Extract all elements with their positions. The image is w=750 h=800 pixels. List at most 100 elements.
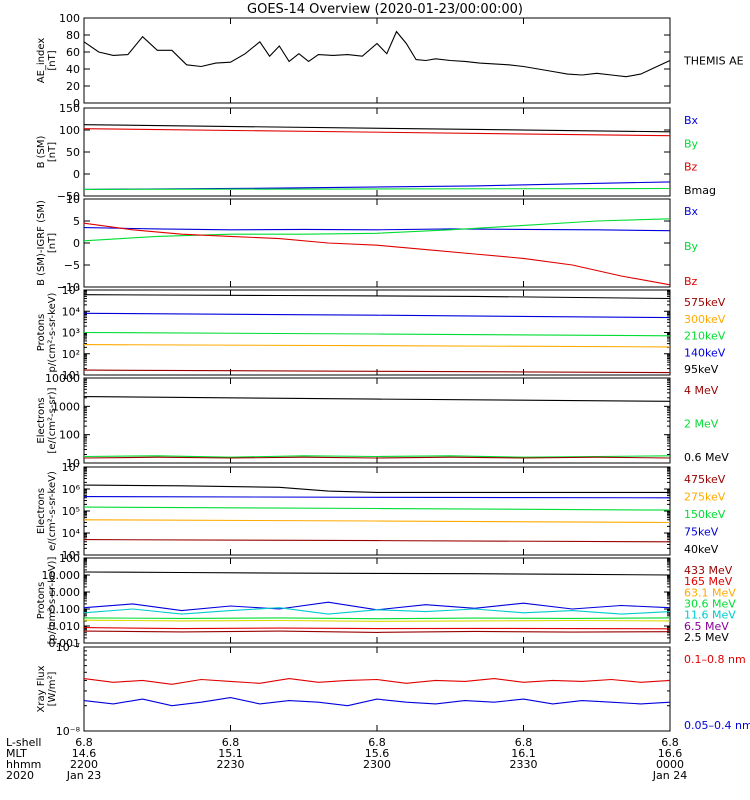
y-axis-label-line: [nT] xyxy=(47,142,58,162)
legend-label: 0.1–0.8 nm xyxy=(684,653,746,666)
legend-label: 140keV xyxy=(684,346,726,359)
x-tick-label-mlt: 15.1 xyxy=(218,747,243,760)
y-tick-label: 80 xyxy=(66,29,80,42)
series-line xyxy=(83,506,671,511)
y-tick-label: −50 xyxy=(57,190,80,203)
y-axis-label-line: Xray Flux xyxy=(36,665,47,712)
y-axis-label-line: AE_index xyxy=(36,38,47,84)
y-tick-label: 10⁴ xyxy=(62,527,81,540)
x-tick-label-lshell: 6.8 xyxy=(368,736,386,749)
y-tick-label: 10⁴ xyxy=(62,305,81,318)
series-line xyxy=(83,369,671,374)
legend-label: 40keV xyxy=(684,543,719,556)
series-line xyxy=(83,607,671,615)
series-line xyxy=(83,222,671,286)
y-tick-label: 10⁷ xyxy=(62,461,80,474)
y-tick-label: 40 xyxy=(66,63,80,76)
x-tick-label-mlt: 16.6 xyxy=(658,747,683,760)
y-tick-label: 10 xyxy=(66,457,80,470)
series-line xyxy=(83,344,671,348)
legend-label: 575keV xyxy=(684,296,726,309)
legend-label: By xyxy=(684,137,699,150)
x-tick-label-hhmm: 2230 xyxy=(217,758,245,771)
y-tick-label: 0 xyxy=(73,237,80,250)
y-tick-label: 10000 xyxy=(45,372,80,385)
y-axis-label-line: Electrons xyxy=(36,488,47,534)
legend-label: Bx xyxy=(684,114,699,127)
series-line xyxy=(83,227,671,232)
x-tick-label-lshell: 6.8 xyxy=(661,736,679,749)
legend-label: 210keV xyxy=(684,330,726,343)
series-line xyxy=(83,124,671,133)
x-row-label: hhmm xyxy=(6,758,41,771)
y-tick-label: 10⁵ xyxy=(62,505,80,518)
series-line xyxy=(83,678,671,685)
panel-7: 0.001 0.010 0.100 1.000 10.000 100 Protons [p/(… xyxy=(36,552,736,650)
legend-label: 30.6 MeV xyxy=(684,598,736,611)
legend-label: 6.5 MeV xyxy=(684,620,729,633)
y-tick-label: 0.010 xyxy=(49,620,81,633)
y-tick-label: 60 xyxy=(66,46,80,59)
legend-label: 2 MeV xyxy=(684,418,719,431)
y-tick-label: 10⁶ xyxy=(62,483,81,496)
y-tick-label: 1.000 xyxy=(49,586,81,599)
x-tick-label-date: Jan 24 xyxy=(652,769,687,782)
x-tick-label-mlt: 15.6 xyxy=(365,747,390,760)
y-axis-label-line: e/(cm²-s-sr-keV) xyxy=(47,471,58,551)
x-tick-label-mlt: 14.6 xyxy=(72,747,97,760)
y-tick-label: 100 xyxy=(59,12,80,25)
y-tick-label: 0.001 xyxy=(49,637,81,650)
y-axis-label-line: B (SM) xyxy=(36,135,47,168)
y-tick-label: 10² xyxy=(62,348,80,361)
y-axis-label-line: [e/(cm²-s-sr)] xyxy=(47,387,58,453)
y-tick-label: 0 xyxy=(73,97,80,110)
y-tick-label: 10.000 xyxy=(42,569,81,582)
y-tick-label: 10³ xyxy=(62,549,80,562)
series-line xyxy=(83,519,671,524)
panel-frame xyxy=(83,646,671,732)
y-tick-label: 10³ xyxy=(62,327,80,340)
panel-frame xyxy=(83,198,671,288)
x-tick-label-hhmm: 2300 xyxy=(363,758,391,771)
series-line xyxy=(83,331,671,337)
panel-1: 0 20 40 60 80 100 AE_index [nT] THEMIS AE xyxy=(36,12,744,110)
series-line xyxy=(83,539,671,543)
y-axis-label-line: B (SM)-IGRF (SM) xyxy=(36,200,47,286)
series-line xyxy=(83,697,671,707)
legend-label: Bz xyxy=(684,161,698,174)
legend-label: 95keV xyxy=(684,363,719,376)
y-axis-label-line: Protons xyxy=(36,314,47,351)
legend-label: 63.1 MeV xyxy=(684,586,736,599)
panel-frame xyxy=(83,557,671,644)
panel-frame xyxy=(83,107,671,197)
y-tick-label: 100 xyxy=(59,429,80,442)
x-tick-label-hhmm: 2330 xyxy=(510,758,538,771)
y-axis-label-line: [W/m²] xyxy=(47,671,58,706)
y-tick-label: 1000 xyxy=(52,400,80,413)
y-tick-label: 10¹ xyxy=(62,369,80,382)
x-tick-label-lshell: 6.8 xyxy=(75,736,93,749)
legend-label: 150keV xyxy=(684,508,726,521)
y-axis-label-line: [p/(cm²-s-sr-keV)] xyxy=(47,557,58,645)
series-line xyxy=(83,128,671,137)
series-line xyxy=(83,627,671,630)
x-tick-label-lshell: 6.8 xyxy=(515,736,533,749)
x-tick-label-mlt: 16.1 xyxy=(511,747,536,760)
x-row-label: MLT xyxy=(6,747,27,760)
legend-label: By xyxy=(684,240,699,253)
legend-label: 2.5 MeV xyxy=(684,631,729,644)
y-axis-label-line: [nT] xyxy=(47,233,58,253)
panel-2: −50 0 50 100 150 B (SM) [nT] Bx By Bz Bmag xyxy=(36,102,716,203)
legend-label: 300keV xyxy=(684,313,726,326)
legend-label: 75keV xyxy=(684,526,719,539)
x-tick-label-hhmm: 2200 xyxy=(70,758,98,771)
figure-title: GOES-14 Overview (2020-01-23/00:00:00) xyxy=(247,2,523,17)
legend-label: 433 MeV xyxy=(684,564,733,577)
legend-label: 165 MeV xyxy=(684,575,733,588)
y-tick-label: −10 xyxy=(57,281,80,294)
y-tick-label: 150 xyxy=(59,102,80,115)
